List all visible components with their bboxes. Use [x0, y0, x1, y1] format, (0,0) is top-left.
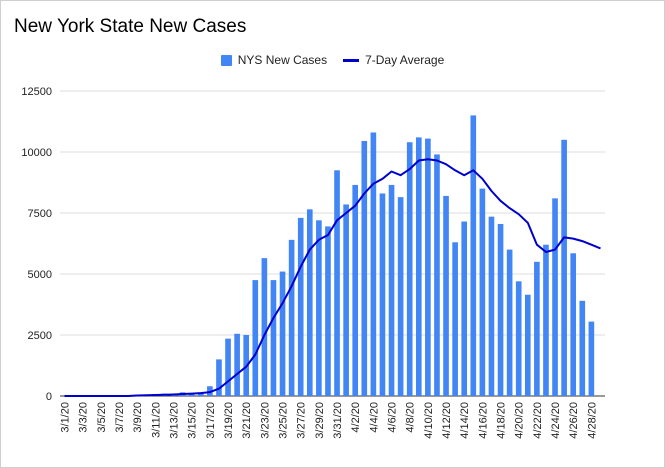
bar-4/28/20: [588, 321, 595, 396]
x-tick-label: 4/4/20: [368, 402, 380, 433]
x-tick-label: 3/9/20: [132, 402, 144, 433]
bar-4/9/20: [415, 137, 422, 397]
bar-4/12/20: [443, 195, 449, 396]
bar-4/24/20: [552, 198, 558, 396]
x-tick-label: 4/28/20: [586, 402, 598, 439]
x-tick-label: 3/15/20: [187, 402, 199, 439]
y-tick-label: 10000: [21, 147, 52, 159]
x-tick-label: 3/3/20: [78, 402, 90, 433]
legend-item-cases: NYS New Cases: [220, 53, 328, 67]
bar-4/1/20: [343, 204, 349, 396]
bar-3/19/20: [225, 338, 231, 396]
bar-4/18/20: [497, 223, 504, 396]
legend-swatch-average: [343, 58, 360, 62]
x-tick-label: 3/17/20: [205, 402, 217, 439]
bar-3/16/20: [197, 392, 204, 396]
x-tick-label: 4/2/20: [350, 402, 362, 433]
y-tick-label: 2500: [28, 330, 52, 342]
bar-4/11/20: [434, 154, 440, 396]
bar-4/21/20: [524, 294, 531, 396]
x-tick-label: 4/8/20: [405, 402, 417, 433]
bar-4/17/20: [488, 216, 495, 396]
chart-title: New York State New Cases: [14, 16, 247, 37]
legend-label-cases: NYS New Cases: [237, 53, 328, 67]
x-tick-label: 3/21/20: [241, 402, 253, 439]
legend-swatch-cases: [220, 54, 232, 66]
y-tick-label: 7500: [28, 208, 52, 220]
bar-3/25/20: [279, 271, 286, 396]
x-tick-label: 4/16/20: [477, 402, 489, 439]
bar-3/26/20: [288, 239, 295, 396]
x-tick-label: 3/23/20: [259, 402, 271, 439]
x-tick-label: 4/20/20: [514, 402, 526, 439]
x-tick-label: 4/24/20: [550, 402, 562, 439]
bar-4/16/20: [479, 188, 486, 396]
bar-4/26/20: [570, 253, 577, 396]
bar-3/22/20: [252, 280, 259, 396]
x-tick-label: 3/29/20: [314, 402, 326, 439]
bar-4/22/20: [534, 261, 540, 396]
bar-4/7/20: [397, 197, 404, 396]
bar-4/2/20: [352, 184, 359, 396]
bar-4/23/20: [543, 244, 549, 396]
average-line: [64, 158, 601, 397]
bar-3/15/20: [188, 393, 195, 396]
bar-4/15/20: [470, 115, 477, 397]
bar-4/3/20: [361, 141, 368, 396]
bar-3/31/20: [334, 170, 340, 396]
x-tick-label: 4/10/20: [423, 402, 435, 439]
x-tick-label: 4/26/20: [568, 402, 580, 439]
y-tick-label: 0: [46, 391, 52, 403]
bar-3/18/20: [216, 359, 222, 396]
bar-3/30/20: [325, 226, 331, 396]
x-tick-label: 4/6/20: [387, 402, 399, 433]
bar-4/14/20: [461, 221, 468, 396]
x-tick-label: 3/19/20: [223, 402, 235, 439]
chart-legend: NYS New Cases 7-Day Average: [0, 53, 665, 67]
bar-4/20/20: [515, 281, 522, 396]
x-tick-label: 3/11/20: [150, 402, 162, 438]
x-tick-label: 3/1/20: [60, 402, 72, 433]
x-tick-label: 4/18/20: [496, 402, 508, 439]
bar-3/24/20: [270, 280, 277, 396]
x-tick-label: 4/12/20: [441, 402, 453, 439]
y-tick-label: 5000: [28, 269, 52, 281]
bar-3/28/20: [306, 209, 313, 396]
bar-4/4/20: [370, 132, 377, 397]
x-tick-label: 3/25/20: [278, 402, 290, 439]
bar-4/13/20: [452, 242, 458, 396]
x-tick-label: 3/5/20: [96, 402, 108, 433]
bar-4/8/20: [406, 142, 413, 396]
x-tick-label: 3/27/20: [296, 402, 308, 439]
bar-3/20/20: [234, 333, 240, 396]
bar-3/27/20: [297, 217, 304, 396]
legend-label-average: 7-Day Average: [365, 53, 445, 67]
legend-item-average: 7-Day Average: [343, 53, 444, 67]
bar-4/25/20: [561, 139, 567, 397]
bar-4/19/20: [506, 249, 513, 396]
x-tick-label: 3/7/20: [114, 402, 126, 433]
x-tick-label: 3/13/20: [169, 402, 181, 439]
y-tick-label: 12500: [21, 86, 52, 98]
bar-4/6/20: [388, 184, 395, 396]
bar-4/5/20: [379, 193, 386, 396]
x-tick-label: 3/31/20: [332, 402, 344, 439]
bar-3/29/20: [316, 220, 322, 396]
bar-4/27/20: [579, 300, 586, 396]
x-tick-label: 4/22/20: [532, 402, 544, 439]
x-tick-label: 4/14/20: [459, 402, 471, 439]
bar-4/10/20: [425, 138, 431, 396]
bar-3/23/20: [261, 258, 268, 396]
